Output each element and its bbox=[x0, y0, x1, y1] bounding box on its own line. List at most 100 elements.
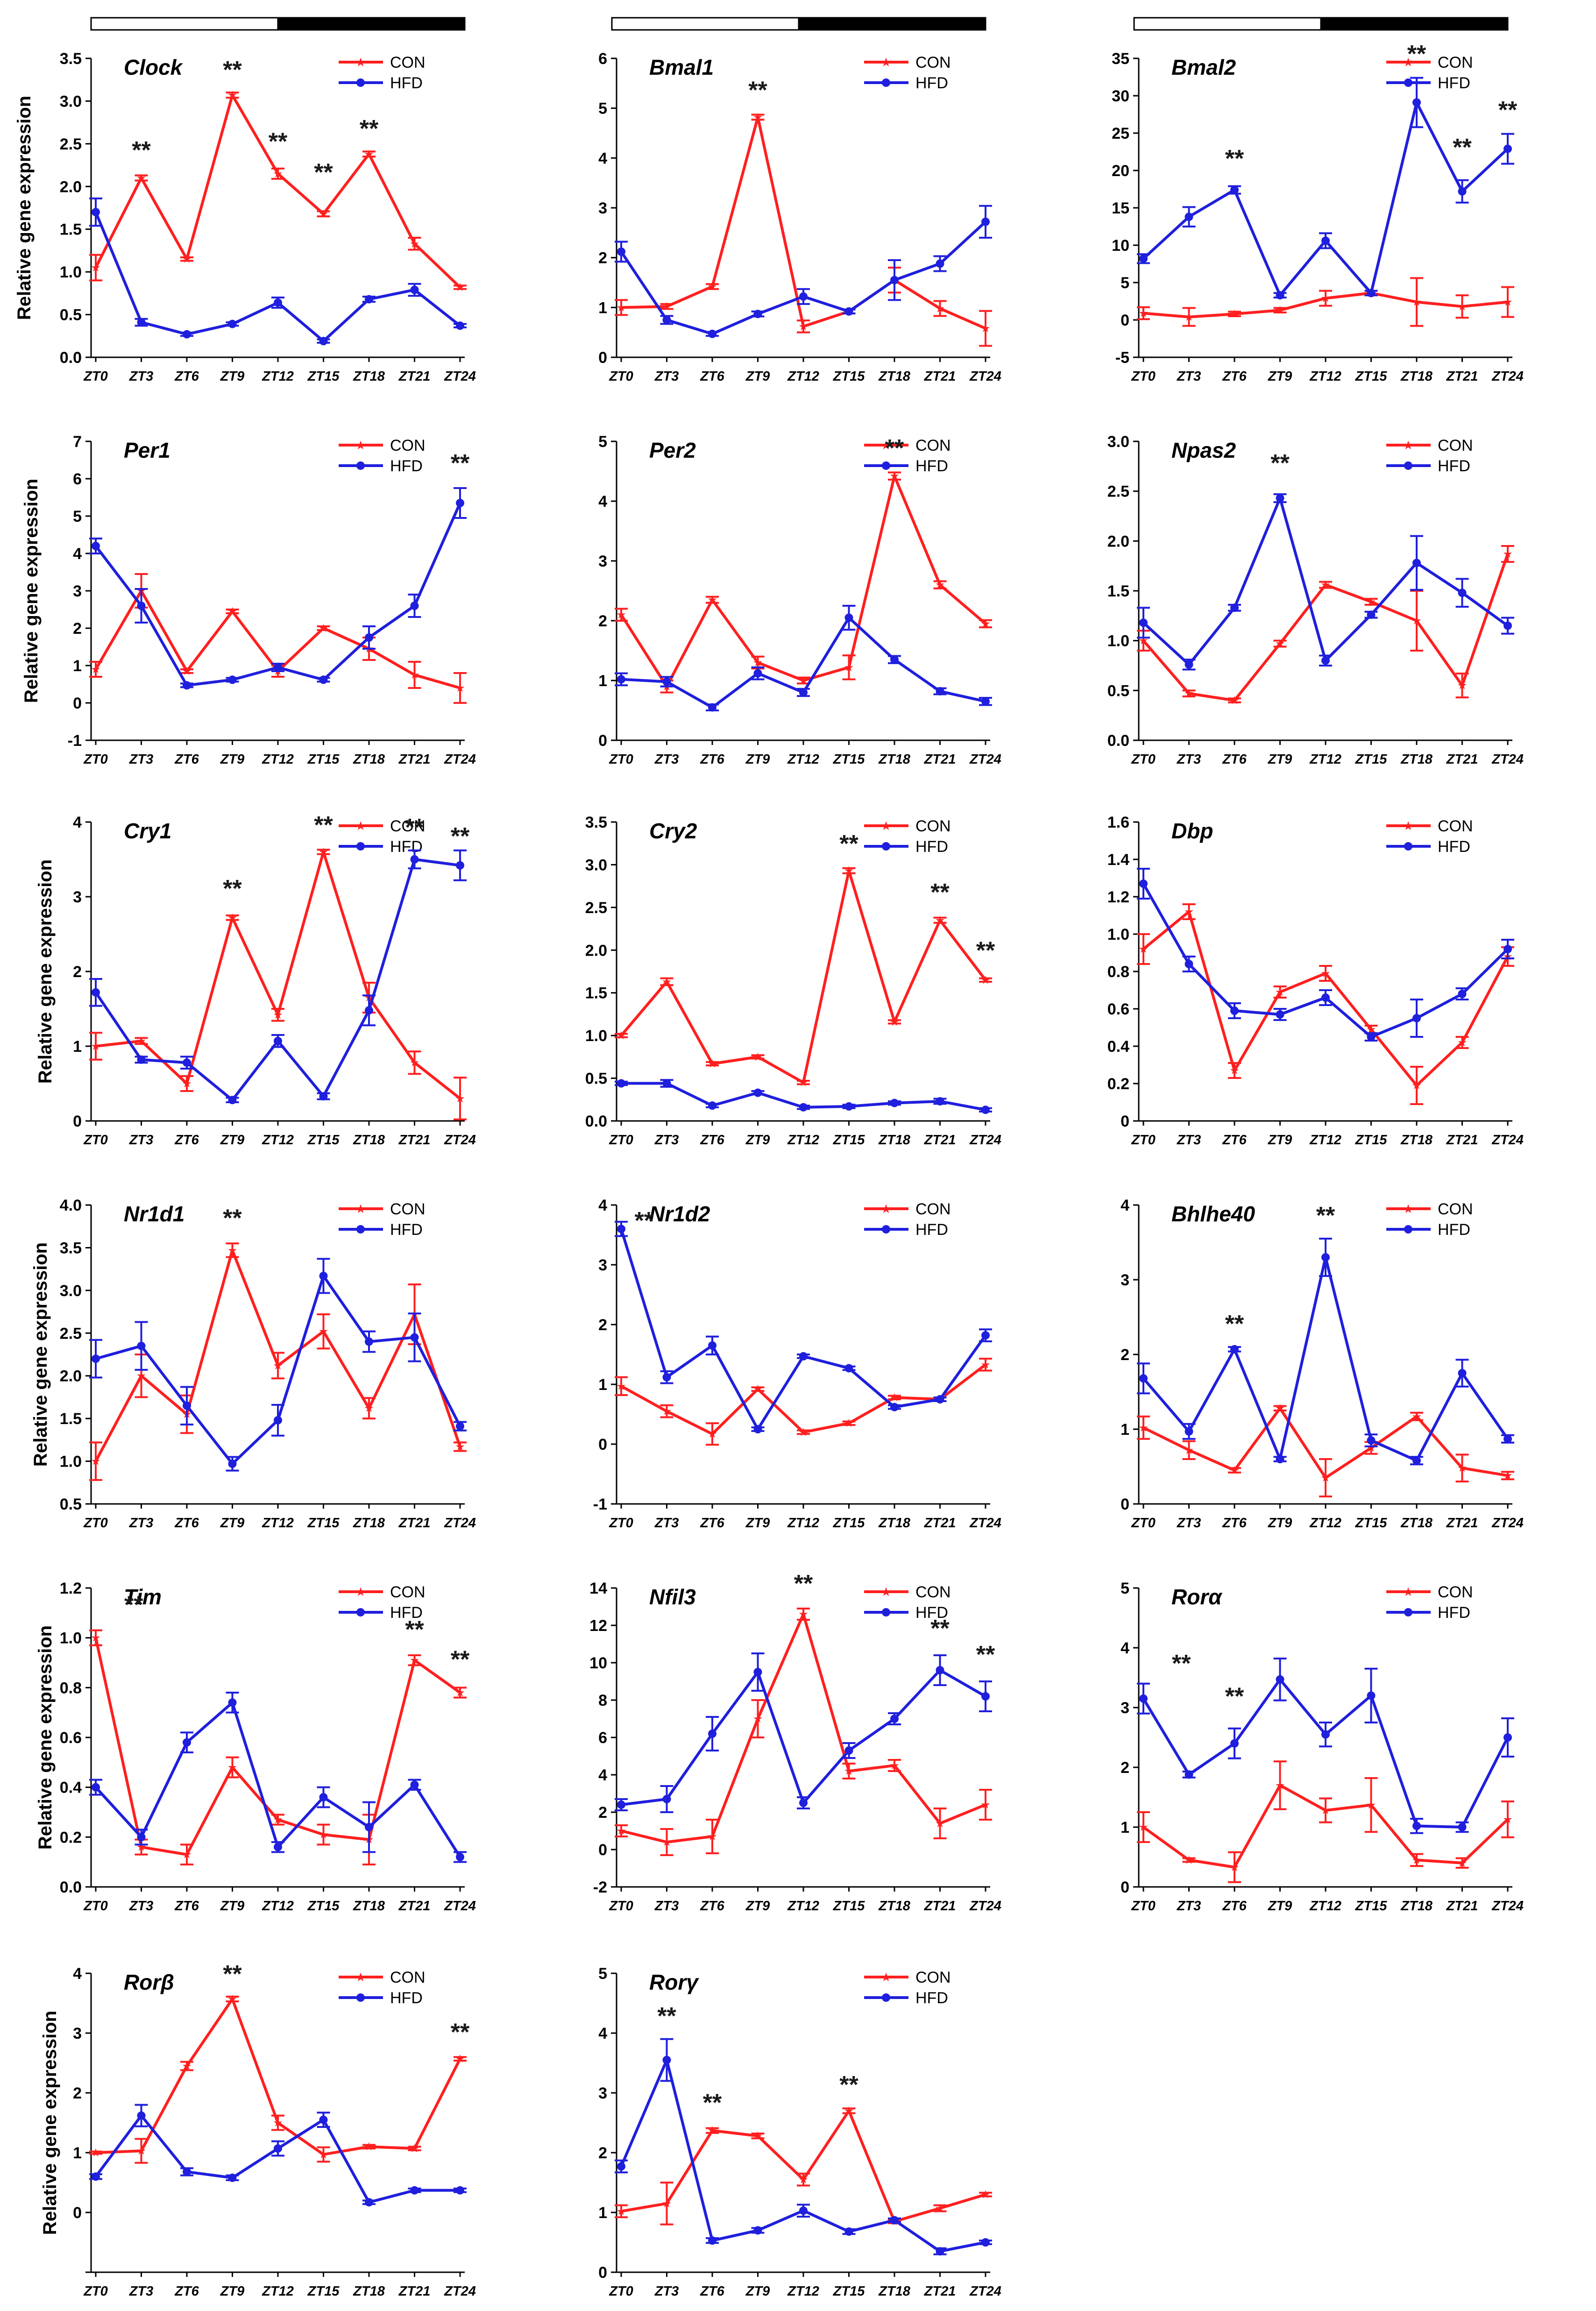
legend-marker-hfd bbox=[882, 842, 890, 851]
data-point-con: ★ bbox=[1138, 307, 1149, 320]
y-tick-label: 0 bbox=[73, 695, 82, 712]
data-point-con: ★ bbox=[798, 1608, 809, 1621]
significance-mark: ** bbox=[314, 159, 333, 186]
x-tick-label: ZT3 bbox=[129, 752, 154, 767]
data-point-hfd bbox=[1230, 603, 1239, 612]
legend-label-con: CON bbox=[915, 1200, 951, 1218]
y-tick-label: 3.0 bbox=[60, 1282, 82, 1300]
y-tick-label: 0 bbox=[598, 2264, 607, 2282]
data-point-hfd bbox=[936, 1395, 944, 1404]
significance-mark: ** bbox=[223, 1961, 242, 1988]
light-phase-bar bbox=[1133, 17, 1322, 31]
data-point-hfd bbox=[137, 1055, 146, 1064]
data-point-hfd bbox=[1185, 1427, 1193, 1436]
data-point-con: ★ bbox=[455, 682, 465, 695]
legend-label-con: CON bbox=[1438, 1583, 1473, 1601]
chart-panel: 0 1 2 3 4 ZT0 ZT3 ZT6 ZT9 ZT12 ZT15 ZT18 ZT21 ZT24 Bhl… bbox=[1121, 1197, 1524, 1531]
data-point-con: ★ bbox=[455, 1687, 465, 1699]
data-point-hfd bbox=[319, 337, 328, 346]
y-tick-label: 4 bbox=[598, 493, 607, 510]
y-tick-label: 2.0 bbox=[60, 178, 82, 196]
significance-mark: ** bbox=[269, 128, 288, 156]
x-tick-label: ZT24 bbox=[1491, 1516, 1524, 1531]
x-tick-label: ZT3 bbox=[129, 369, 154, 384]
data-point-hfd bbox=[410, 855, 419, 864]
x-tick-label: ZT18 bbox=[878, 2284, 911, 2299]
y-axis-label: Relative gene expression bbox=[35, 859, 56, 1084]
data-point-hfd bbox=[981, 217, 990, 226]
y-tick-label: 2.5 bbox=[585, 899, 607, 917]
data-point-hfd bbox=[1321, 236, 1330, 245]
x-tick-label: ZT24 bbox=[444, 752, 476, 767]
data-point-hfd bbox=[410, 1333, 419, 1342]
data-point-hfd bbox=[1276, 1010, 1284, 1019]
y-tick-label: 30 bbox=[1112, 87, 1129, 105]
y-tick-label: 0.0 bbox=[585, 1113, 607, 1130]
data-point-hfd bbox=[1230, 1345, 1239, 1354]
y-tick-label: -2 bbox=[593, 1879, 607, 1896]
chart-panel: 0.5 1.0 1.5 2.0 2.5 3.0 3.5 4.0 ZT0 ZT3 ZT6 ZT9 ZT12… bbox=[30, 1197, 476, 1531]
data-point-hfd bbox=[1276, 291, 1284, 300]
data-point-hfd bbox=[981, 1692, 990, 1701]
data-point-hfd bbox=[981, 2238, 990, 2247]
data-point-con: ★ bbox=[1229, 1064, 1240, 1077]
x-tick-label: ZT15 bbox=[1355, 1516, 1388, 1531]
x-tick-label: ZT3 bbox=[1177, 1899, 1201, 1914]
data-point-hfd bbox=[137, 2111, 146, 2120]
significance-mark: ** bbox=[360, 115, 379, 142]
x-tick-label: ZT21 bbox=[398, 2284, 431, 2299]
legend-marker-hfd bbox=[882, 461, 890, 470]
x-tick-label: ZT3 bbox=[129, 1516, 154, 1531]
legend-label-hfd: HFD bbox=[1438, 1604, 1470, 1622]
legend-label-hfd: HFD bbox=[390, 74, 423, 92]
y-tick-label: 0.5 bbox=[1107, 682, 1129, 700]
data-point-hfd bbox=[617, 2162, 625, 2171]
x-tick-label: ZT15 bbox=[833, 1133, 865, 1148]
data-point-con: ★ bbox=[182, 2060, 192, 2072]
x-tick-label: ZT18 bbox=[1400, 369, 1433, 384]
y-tick-label: 1.5 bbox=[1107, 582, 1129, 600]
significance-mark: ** bbox=[451, 1646, 470, 1673]
significance-mark: ** bbox=[1172, 1650, 1191, 1677]
x-tick-label: ZT0 bbox=[83, 1133, 108, 1148]
x-tick-label: ZT21 bbox=[924, 1133, 956, 1148]
dark-phase-bar bbox=[1320, 17, 1509, 31]
data-point-hfd bbox=[365, 1006, 373, 1015]
x-tick-label: ZT6 bbox=[700, 1899, 724, 1914]
x-tick-label: ZT21 bbox=[1446, 1516, 1478, 1531]
data-point-con: ★ bbox=[1184, 688, 1194, 700]
data-point-con: ★ bbox=[980, 2189, 991, 2201]
legend-label-hfd: HFD bbox=[915, 1604, 948, 1622]
y-tick-label: 0.4 bbox=[60, 1779, 82, 1797]
data-point-con: ★ bbox=[1229, 1861, 1240, 1874]
data-point-hfd bbox=[1276, 1455, 1284, 1463]
gene-title: Per2 bbox=[649, 438, 696, 462]
data-point-con: ★ bbox=[182, 665, 192, 678]
data-point-con: ★ bbox=[889, 1016, 900, 1028]
x-tick-label: ZT0 bbox=[1131, 752, 1156, 767]
data-point-hfd bbox=[981, 1106, 990, 1114]
y-tick-label: 4 bbox=[598, 149, 607, 167]
data-point-con: ★ bbox=[1275, 304, 1285, 317]
y-tick-label: 1.5 bbox=[60, 221, 82, 239]
y-tick-label: 0.2 bbox=[60, 1829, 82, 1846]
data-point-hfd bbox=[137, 1341, 146, 1350]
x-tick-label: ZT0 bbox=[609, 1899, 633, 1914]
series-line-hfd bbox=[1142, 101, 1509, 297]
y-tick-label: 5 bbox=[598, 100, 607, 118]
data-point-con: ★ bbox=[410, 669, 420, 681]
y-tick-label: 4 bbox=[1121, 1639, 1129, 1657]
significance-mark: ** bbox=[451, 2019, 470, 2046]
data-point-hfd bbox=[708, 1101, 716, 1110]
data-point-con: ★ bbox=[1412, 1411, 1422, 1423]
y-tick-label: 4 bbox=[598, 2025, 607, 2042]
legend-marker-con: ★ bbox=[1403, 1585, 1413, 1599]
chart-panel: -2 0 2 4 6 8 10 12 14 ZT0 ZT3 ZT6 ZT9 ZT12 ZT15 ZT18 ZT2… bbox=[589, 1570, 1001, 1914]
x-tick-label: ZT12 bbox=[262, 1516, 294, 1531]
x-tick-label: ZT12 bbox=[787, 2284, 819, 2299]
x-tick-label: ZT12 bbox=[787, 1516, 819, 1531]
x-tick-label: ZT15 bbox=[833, 1516, 865, 1531]
data-point-con: ★ bbox=[319, 1829, 329, 1841]
x-tick-label: ZT18 bbox=[353, 1899, 385, 1914]
